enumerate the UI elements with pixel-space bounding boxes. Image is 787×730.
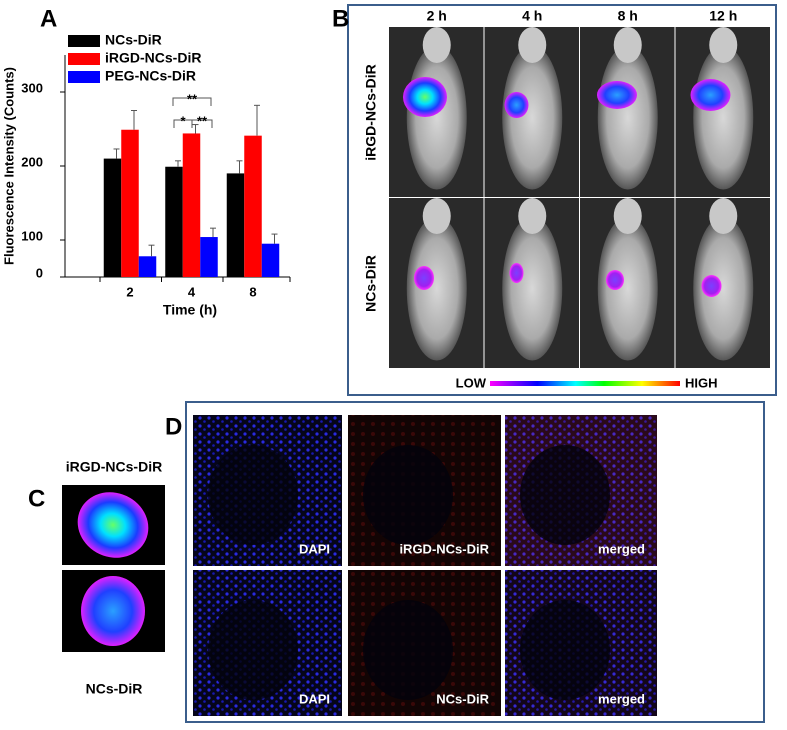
row-label: iRGD-NCs-DiR xyxy=(363,64,379,160)
x-axis-label: Time (h) xyxy=(163,302,217,318)
y-tick-label: 0 xyxy=(36,265,43,280)
micrograph-caption: NCs-DiR xyxy=(436,691,489,706)
lumen xyxy=(363,600,453,700)
tumor xyxy=(81,576,145,646)
micrograph-caption: DAPI xyxy=(299,691,330,706)
x-tick-label: 2 xyxy=(126,284,133,299)
lumen xyxy=(363,445,453,545)
mouse xyxy=(502,45,563,190)
mouse-head xyxy=(518,27,547,63)
panel-label: B xyxy=(332,5,349,32)
y-axis-label: Fluorescence Intensity (Counts) xyxy=(1,67,16,265)
micrograph-caption: DAPI xyxy=(299,541,330,556)
legend-swatch xyxy=(68,71,100,83)
mouse-head xyxy=(709,198,738,234)
panel-label: D xyxy=(165,413,182,440)
fluorescence xyxy=(414,266,434,290)
bar xyxy=(121,129,139,277)
annotation: * xyxy=(180,113,186,128)
legend-label: iRGD-NCs-DiR xyxy=(105,50,201,66)
lumen xyxy=(208,445,298,545)
bar xyxy=(200,237,218,277)
tumor xyxy=(77,492,149,558)
bar xyxy=(182,133,201,277)
lumen xyxy=(208,600,298,700)
x-tick-label: 4 xyxy=(188,284,196,299)
mouse xyxy=(502,216,563,361)
annotation: ** xyxy=(187,91,198,106)
mouse xyxy=(406,216,467,361)
legend-swatch xyxy=(68,53,100,65)
column-label: 4 h xyxy=(522,8,542,24)
mouse xyxy=(406,45,467,190)
micrograph-caption: merged xyxy=(598,691,645,706)
x-tick-label: 8 xyxy=(249,284,256,299)
significance-bracket xyxy=(191,119,213,128)
fluorescence xyxy=(504,92,529,118)
micrograph-caption: merged xyxy=(598,541,645,556)
legend-label: PEG-NCs-DiR xyxy=(105,68,196,84)
bar xyxy=(244,135,262,277)
panel-b-frame xyxy=(347,4,777,396)
colorbar-label: HIGH xyxy=(685,375,718,390)
mouse xyxy=(597,45,658,190)
column-label: 2 h xyxy=(427,8,447,24)
legend-swatch xyxy=(68,35,100,47)
panel-d-frame xyxy=(185,401,765,723)
y-tick-label: 200 xyxy=(21,154,43,169)
fluorescence xyxy=(606,270,624,290)
fluorescence xyxy=(701,275,722,297)
significance-bracket xyxy=(172,97,212,106)
mouse-head xyxy=(518,198,547,234)
colorbar-label: LOW xyxy=(456,375,487,390)
bar xyxy=(261,243,280,277)
row-label: NCs-DiR xyxy=(363,255,379,312)
fluorescence xyxy=(690,79,731,111)
panel-label: C xyxy=(28,485,45,512)
annotation: ** xyxy=(197,113,208,128)
lumen xyxy=(520,445,610,545)
fluorescence xyxy=(403,77,447,117)
bar xyxy=(226,173,245,277)
fluorescence xyxy=(509,263,524,283)
y-tick-label: 100 xyxy=(21,228,43,243)
mouse xyxy=(693,45,754,190)
lumen xyxy=(520,600,610,700)
mouse-head xyxy=(422,198,451,234)
mouse-head xyxy=(422,27,451,63)
column-label: 12 h xyxy=(709,8,737,24)
bar xyxy=(165,166,183,277)
bar xyxy=(103,158,122,277)
column-label: 8 h xyxy=(618,8,638,24)
mouse-head xyxy=(613,27,642,63)
y-tick-label: 300 xyxy=(21,80,43,95)
mouse xyxy=(597,216,658,361)
colorbar xyxy=(490,381,680,386)
legend-label: NCs-DiR xyxy=(105,32,162,48)
panel-label: A xyxy=(40,5,57,32)
fluorescence xyxy=(597,81,637,109)
mouse-head xyxy=(613,198,642,234)
bar xyxy=(138,256,157,277)
micrograph-caption: iRGD-NCs-DiR xyxy=(399,541,489,556)
tumor-label: iRGD-NCs-DiR xyxy=(66,459,162,475)
mouse-head xyxy=(709,27,738,63)
mouse xyxy=(693,216,754,361)
tumor-label: NCs-DiR xyxy=(86,681,143,697)
